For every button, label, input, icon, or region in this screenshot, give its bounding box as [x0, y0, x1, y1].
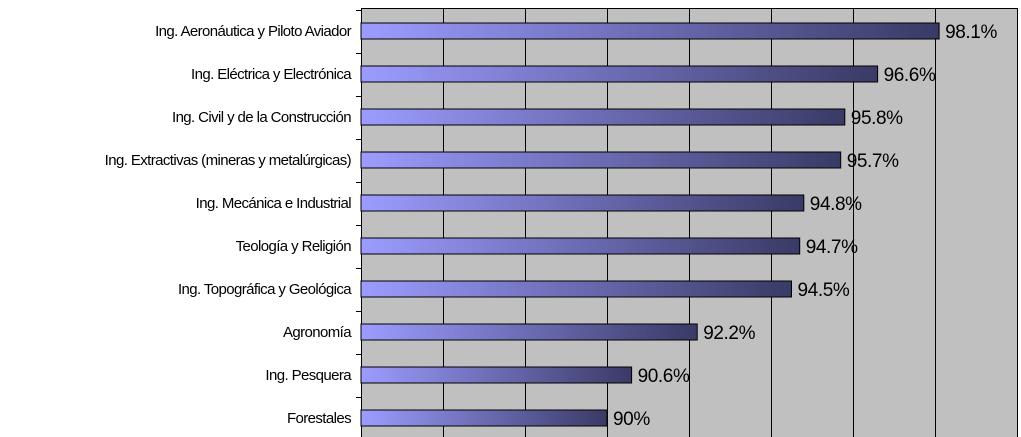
bars — [360, 22, 940, 427]
value-label: 92.2% — [703, 323, 755, 344]
category-label: Ing. Eléctrica y Electrónica — [191, 66, 352, 83]
bar — [360, 65, 879, 83]
value-label: 98.1% — [945, 22, 997, 43]
category-label: Agronomía — [283, 324, 352, 341]
category-label: Ing. Aeronáutica y Piloto Aviador — [155, 23, 352, 40]
category-label: Ing. Mecánica e Industrial — [196, 195, 352, 212]
value-label: 95.8% — [851, 108, 903, 129]
bar — [360, 280, 792, 298]
value-label: 94.8% — [810, 194, 862, 215]
bar — [360, 366, 633, 384]
value-label: 94.5% — [798, 280, 850, 301]
value-labels: 98.1% 96.6% 95.8% 95.7% 94.8% 94.7% 94.5% 92.2%… — [613, 22, 998, 430]
value-label: 90.6% — [638, 366, 690, 387]
value-label: 94.7% — [806, 237, 858, 258]
bar — [360, 194, 805, 212]
value-label: 96.6% — [884, 65, 936, 86]
category-label: Ing. Extractivas (mineras y metalúrgicas… — [105, 152, 352, 169]
value-label: 90% — [613, 409, 650, 430]
bar — [360, 108, 846, 126]
category-label: Ing. Topográfica y Geológica — [178, 281, 352, 298]
bar — [360, 409, 608, 427]
category-labels: Ing. Aeronáutica y Piloto Aviador Ing. El… — [105, 23, 353, 427]
category-label: Ing. Pesquera — [265, 367, 352, 384]
bar — [360, 237, 801, 255]
value-label: 95.7% — [847, 151, 899, 172]
category-label: Forestales — [287, 410, 351, 427]
category-label: Ing. Civil y de la Construcción — [172, 109, 351, 126]
bar — [360, 323, 698, 341]
bar — [360, 22, 940, 40]
bar — [360, 151, 842, 169]
category-label: Teología y Religión — [236, 238, 352, 255]
